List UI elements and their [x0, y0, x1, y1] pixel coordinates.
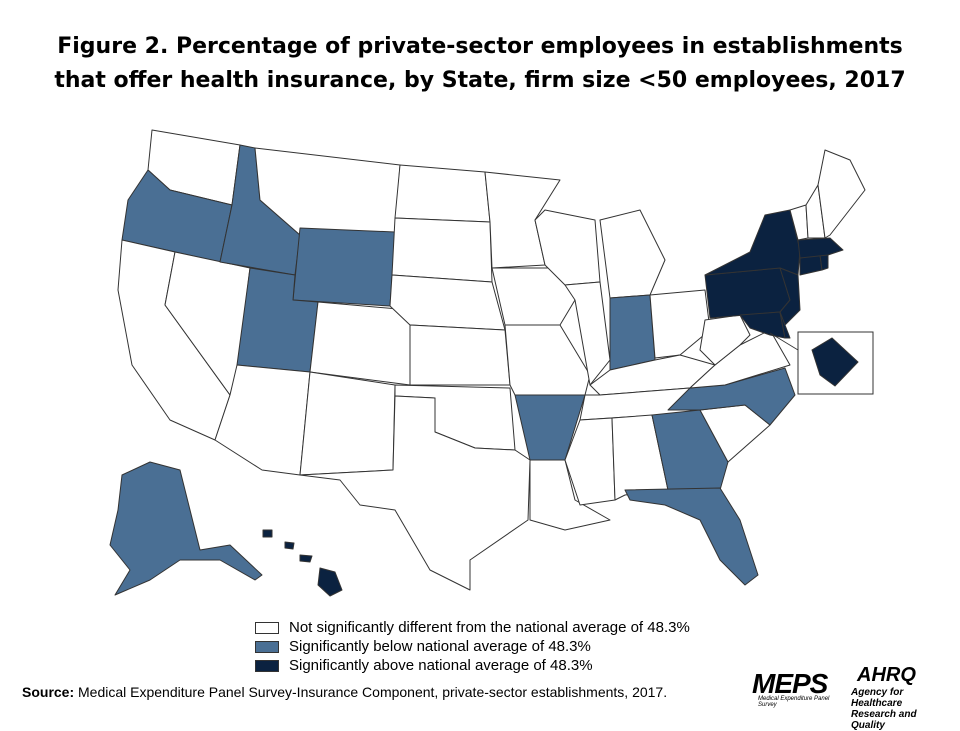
source-label: Source: — [22, 684, 75, 700]
title-line-2: that offer health insurance, by State, f… — [54, 68, 906, 93]
us-states-map — [109, 129, 874, 597]
state-new-york — [704, 209, 801, 276]
source-text: Medical Expenditure Panel Survey-Insuran… — [74, 684, 668, 700]
state-michigan — [599, 209, 666, 299]
meps-logo-text: MEPS — [752, 668, 828, 699]
state-kansas — [409, 324, 511, 386]
legend-label: Significantly below national average of … — [289, 638, 591, 655]
state-rhode-island — [819, 254, 829, 271]
state-hawaii-big-island — [317, 567, 343, 597]
source-note: Source: Medical Expenditure Panel Survey… — [22, 684, 667, 700]
dc-inset-pointer — [769, 332, 799, 351]
state-maine — [817, 149, 866, 239]
state-south-dakota — [391, 217, 493, 283]
state-illinois — [564, 281, 611, 386]
state-georgia — [651, 409, 729, 491]
state-missouri — [504, 324, 591, 396]
state-new-mexico — [299, 371, 396, 476]
state-florida — [624, 487, 759, 586]
meps-logo-subtitle: Medical Expenditure Panel Survey — [758, 696, 830, 708]
state-wyoming — [292, 227, 396, 307]
state-alaska — [109, 461, 263, 596]
ahrq-logo-subtitle-2: Research and Quality — [851, 709, 917, 731]
state-hawaii-kauai — [262, 529, 273, 538]
state-ohio — [649, 289, 711, 359]
legend-swatch — [255, 640, 279, 653]
title-line-1: Figure 2. Percentage of private-sector e… — [57, 34, 903, 59]
state-massachusetts — [797, 237, 844, 259]
legend-swatch — [255, 621, 279, 634]
ahrq-logo-text: AHRQ — [857, 664, 916, 686]
state-maryland — [739, 311, 786, 339]
meps-logo: MEPS Medical Expenditure Panel Survey — [752, 668, 840, 708]
legend-item-above: Significantly above national average of … — [255, 656, 690, 675]
state-district-of-columbia — [811, 337, 859, 387]
ahrq-logo: AHRQ Agency for Healthcare Research and … — [845, 664, 945, 731]
state-north-dakota — [394, 164, 491, 223]
state-texas — [299, 395, 531, 591]
state-hawaii-maui — [299, 554, 313, 563]
legend-item-below: Significantly below national average of … — [255, 637, 690, 656]
state-pennsylvania — [704, 267, 791, 319]
state-nebraska — [389, 274, 506, 331]
legend-label: Not significantly different from the nat… — [289, 619, 690, 636]
state-colorado — [309, 301, 411, 386]
state-indiana — [609, 294, 656, 371]
legend-item-not-significant: Not significantly different from the nat… — [255, 618, 690, 637]
map-legend: Not significantly different from the nat… — [255, 618, 690, 675]
legend-label: Significantly above national average of … — [289, 657, 593, 674]
ahrq-logo-subtitle-1: Agency for Healthcare — [851, 687, 904, 709]
state-hawaii-oahu — [284, 541, 295, 550]
figure-title: Figure 2. Percentage of private-sector e… — [0, 30, 960, 98]
state-mississippi — [564, 417, 616, 506]
legend-swatch — [255, 659, 279, 672]
state-delaware — [779, 311, 791, 339]
